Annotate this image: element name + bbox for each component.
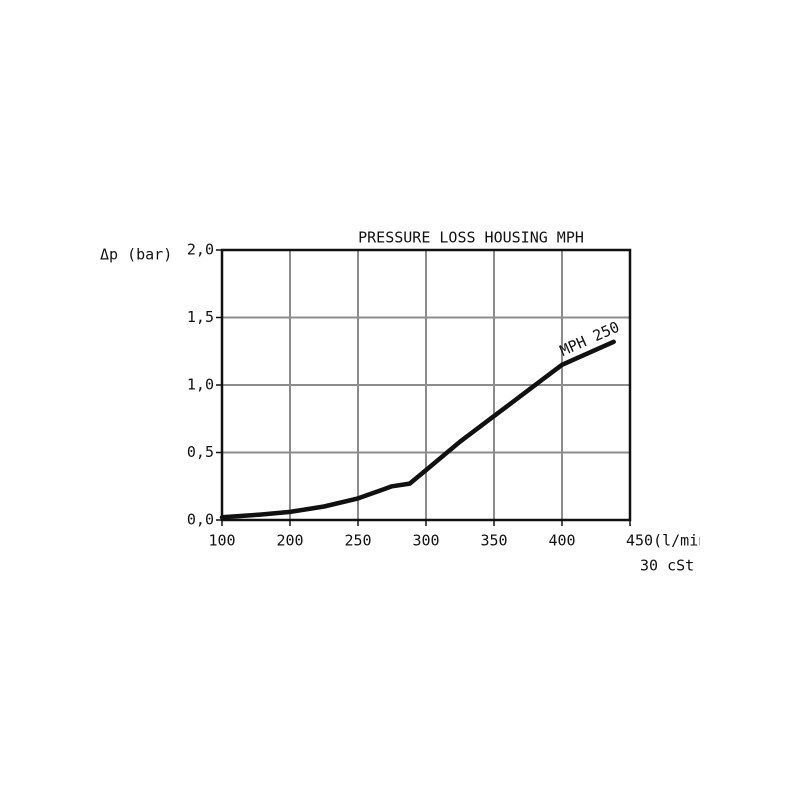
x-tick-label: 300 [412,532,439,550]
y-tick-label: 0,5 [187,443,214,461]
chart-title: PRESSURE LOSS HOUSING MPH [358,229,584,247]
x-tick-label: 350 [480,532,507,550]
x-tick-label: 100 [208,532,235,550]
x-axis-label: 30 cSt [640,557,694,575]
x-tick-label: 200 [276,532,303,550]
y-tick-label: 1,5 [187,308,214,326]
y-tick-label: 1,0 [187,376,214,394]
y-tick-label: 0,0 [187,511,214,529]
x-tick-label: 450(l/min) [626,532,716,550]
x-tick-label: 250 [344,532,371,550]
grid: 100 200 250 300 350 400 450(l/min) 0,0 0,5 1,0 1,5… [187,241,716,550]
plot-frame [220,248,632,522]
y-axis-label: Δp (bar) [100,246,172,264]
y-tick-label: 2,0 [187,241,214,259]
curve [219,339,616,520]
x-tick-label: 400 [548,532,575,550]
